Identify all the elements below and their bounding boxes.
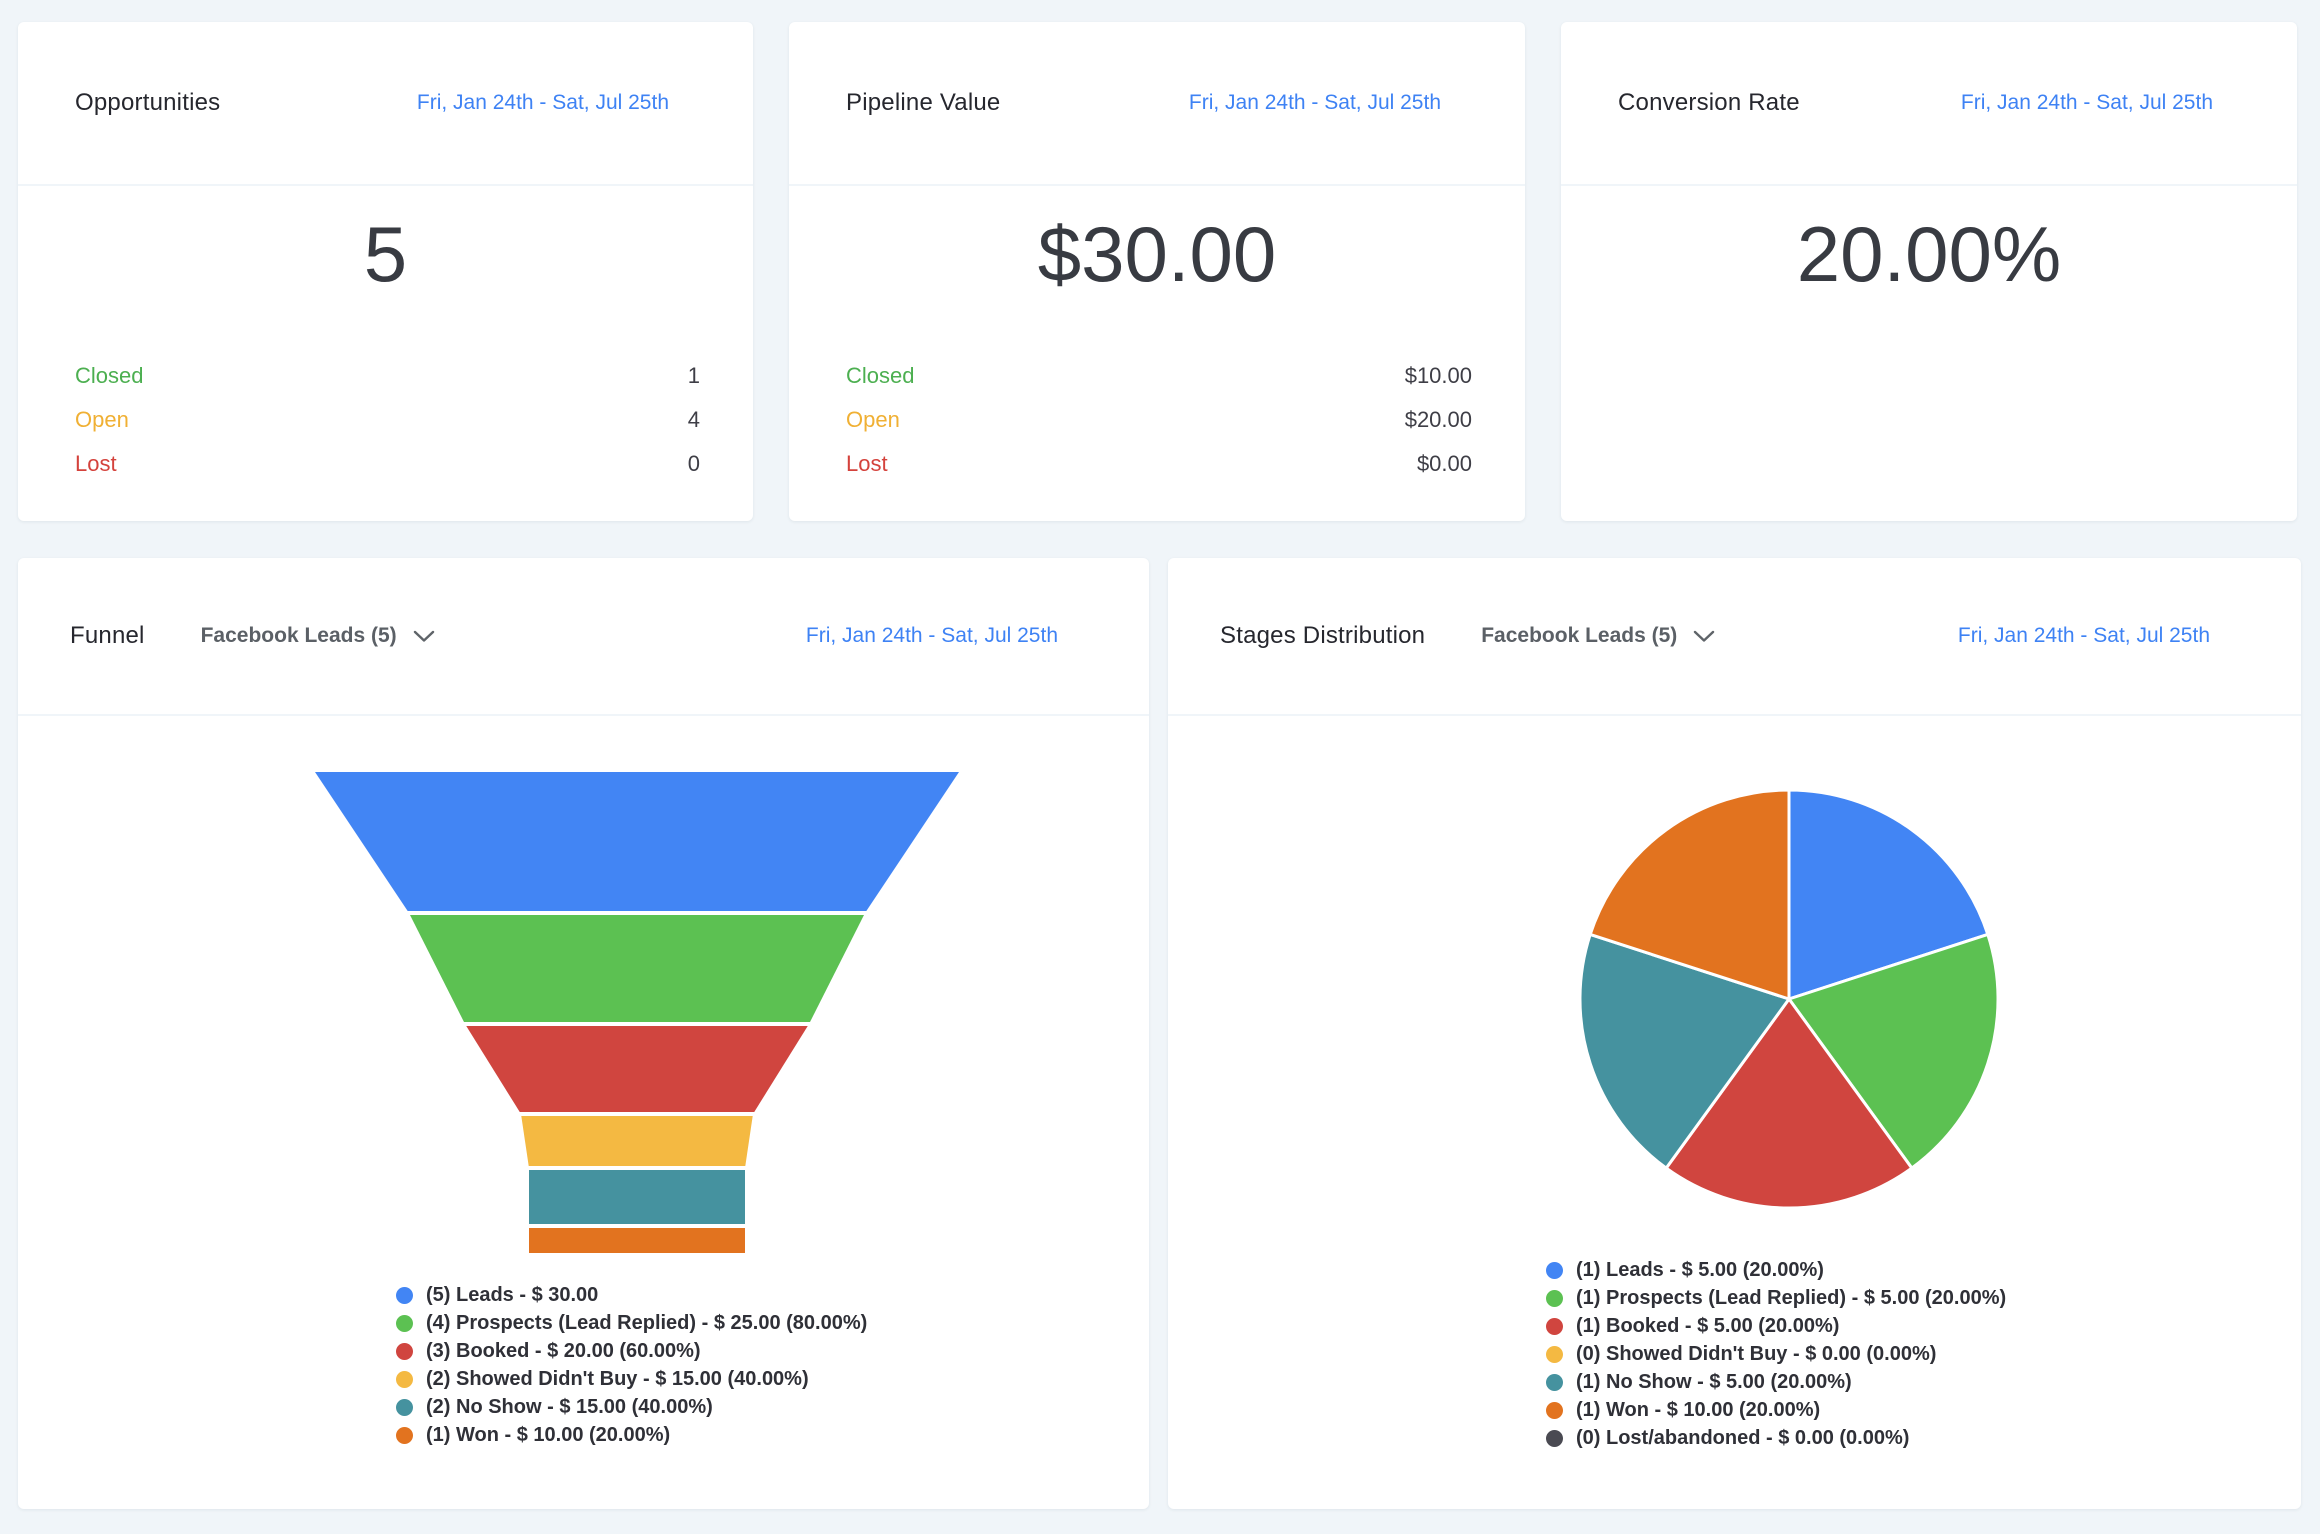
legend-item-showed-didnt-buy: (0) Showed Didn't Buy - $ 0.00 (0.00%)	[1546, 1340, 2301, 1368]
conversion-rate-title: Conversion Rate	[1618, 89, 1800, 116]
legend-item-no-show: (2) No Show - $ 15.00 (40.00%)	[396, 1393, 1149, 1421]
funnel-card-header: Funnel Facebook Leads (5) Fri, Jan 24th …	[18, 558, 1149, 716]
funnel-pipeline-filter-label: Facebook Leads (5)	[200, 624, 397, 647]
stat-row-lost: Lost 0	[75, 442, 700, 486]
legend-item-prospects: (1) Prospects (Lead Replied) - $ 5.00 (2…	[1546, 1284, 2301, 1312]
legend-dot	[396, 1370, 413, 1388]
legend-dot	[1546, 1289, 1563, 1307]
stat-value-closed: 1	[687, 363, 700, 388]
pipeline-value-title: Pipeline Value	[846, 89, 1001, 116]
legend-item-prospects: (4) Prospects (Lead Replied) - $ 25.00 (…	[396, 1309, 1149, 1337]
stat-label-lost: Lost	[846, 451, 888, 476]
stat-label-lost: Lost	[75, 451, 117, 476]
stat-value-open: $20.00	[1404, 407, 1472, 432]
stat-row-open: Open $20.00	[846, 398, 1472, 442]
funnel-legend: (5) Leads - $ 30.00 (4) Prospects (Lead …	[18, 1281, 1149, 1449]
pipeline-value-stat-rows: Closed $10.00 Open $20.00 Lost $0.00	[846, 354, 1472, 486]
conversion-rate-date-range[interactable]: Fri, Jan 24th - Sat, Jul 25th	[1960, 91, 2213, 114]
legend-item-leads: (5) Leads - $ 30.00	[396, 1281, 1149, 1309]
legend-dot	[1546, 1401, 1563, 1419]
legend-dot	[396, 1342, 413, 1360]
funnel-pipeline-filter-dropdown[interactable]: Facebook Leads (5)	[201, 624, 435, 648]
stages-distribution-card: Stages Distribution Facebook Leads (5) F…	[1168, 558, 2301, 1509]
stat-label-open: Open	[75, 407, 129, 432]
stages-chart-area: (1) Leads - $ 5.00 (20.00%) (1) Prospect…	[1168, 716, 2301, 1452]
stages-date-range[interactable]: Fri, Jan 24th - Sat, Jul 25th	[1957, 624, 2210, 647]
stat-row-open: Open 4	[75, 398, 700, 442]
legend-item-won: (1) Won - $ 10.00 (20.00%)	[396, 1421, 1149, 1449]
legend-dot	[396, 1286, 413, 1304]
legend-item-won: (1) Won - $ 10.00 (20.00%)	[1546, 1396, 2301, 1424]
stat-label-closed: Closed	[75, 363, 144, 388]
legend-dot	[1546, 1317, 1563, 1335]
conversion-rate-card: Conversion Rate Fri, Jan 24th - Sat, Jul…	[1561, 22, 2297, 521]
legend-dot	[396, 1314, 413, 1332]
legend-dot	[396, 1426, 413, 1444]
stat-row-closed: Closed $10.00	[846, 354, 1472, 398]
legend-dot	[1546, 1261, 1563, 1279]
opportunities-total: 5	[363, 210, 408, 298]
legend-item-booked: (1) Booked - $ 5.00 (20.00%)	[1546, 1312, 2301, 1340]
pipeline-value-total: $30.00	[1037, 210, 1277, 298]
stat-value-lost: $0.00	[1416, 451, 1472, 476]
pipeline-value-body: $30.00 Closed $10.00 Open $20.00 Lost $0…	[789, 212, 1525, 486]
conversion-rate-card-header: Conversion Rate Fri, Jan 24th - Sat, Jul…	[1561, 22, 2297, 186]
legend-item-lost-abandoned: (0) Lost/abandoned - $ 0.00 (0.00%)	[1546, 1424, 2301, 1452]
kpi-card-row: Opportunities Fri, Jan 24th - Sat, Jul 2…	[0, 0, 2320, 521]
stages-pie-chart	[1578, 788, 2000, 1210]
stages-legend: (1) Leads - $ 5.00 (20.00%) (1) Prospect…	[1168, 1256, 2301, 1452]
pipeline-value-card-header: Pipeline Value Fri, Jan 24th - Sat, Jul …	[789, 22, 1525, 186]
opportunities-body: 5 Closed 1 Open 4 Lost 0	[18, 212, 753, 486]
legend-dot	[1546, 1429, 1563, 1447]
funnel-chart-area: (5) Leads - $ 30.00 (4) Prospects (Lead …	[18, 716, 1149, 1449]
stat-label-closed: Closed	[846, 363, 915, 388]
funnel-title: Funnel	[70, 622, 145, 649]
stages-pipeline-filter-dropdown[interactable]: Facebook Leads (5)	[1481, 624, 1715, 648]
pipeline-value-card: Pipeline Value Fri, Jan 24th - Sat, Jul …	[789, 22, 1525, 521]
opportunities-card: Opportunities Fri, Jan 24th - Sat, Jul 2…	[18, 22, 753, 521]
conversion-rate-body: 20.00%	[1561, 212, 2297, 296]
opportunities-stat-rows: Closed 1 Open 4 Lost 0	[75, 354, 700, 486]
funnel-card: Funnel Facebook Leads (5) Fri, Jan 24th …	[18, 558, 1149, 1509]
stat-label-open: Open	[846, 407, 900, 432]
stages-pipeline-filter-label: Facebook Leads (5)	[1481, 624, 1678, 647]
legend-item-booked: (3) Booked - $ 20.00 (60.00%)	[396, 1337, 1149, 1365]
funnel-chart	[298, 772, 978, 1253]
stages-distribution-title: Stages Distribution	[1220, 622, 1426, 649]
opportunities-card-header: Opportunities Fri, Jan 24th - Sat, Jul 2…	[18, 22, 753, 186]
opportunities-date-range[interactable]: Fri, Jan 24th - Sat, Jul 25th	[416, 91, 669, 114]
stat-value-lost: 0	[687, 451, 700, 476]
stages-distribution-card-header: Stages Distribution Facebook Leads (5) F…	[1168, 558, 2301, 716]
chart-card-row: Funnel Facebook Leads (5) Fri, Jan 24th …	[0, 521, 2320, 1509]
stat-value-closed: $10.00	[1404, 363, 1472, 388]
legend-item-showed-didnt-buy: (2) Showed Didn't Buy - $ 15.00 (40.00%)	[396, 1365, 1149, 1393]
chevron-down-icon	[413, 630, 434, 642]
stat-value-open: 4	[687, 407, 700, 432]
conversion-rate-value: 20.00%	[1796, 210, 2062, 298]
stat-row-lost: Lost $0.00	[846, 442, 1472, 486]
legend-item-leads: (1) Leads - $ 5.00 (20.00%)	[1546, 1256, 2301, 1284]
opportunities-title: Opportunities	[75, 89, 221, 116]
chevron-down-icon	[1694, 630, 1715, 642]
legend-dot	[1546, 1373, 1563, 1391]
legend-dot	[396, 1398, 413, 1416]
funnel-date-range[interactable]: Fri, Jan 24th - Sat, Jul 25th	[805, 624, 1058, 647]
stat-row-closed: Closed 1	[75, 354, 700, 398]
pipeline-value-date-range[interactable]: Fri, Jan 24th - Sat, Jul 25th	[1188, 91, 1441, 114]
legend-dot	[1546, 1345, 1563, 1363]
legend-item-no-show: (1) No Show - $ 5.00 (20.00%)	[1546, 1368, 2301, 1396]
